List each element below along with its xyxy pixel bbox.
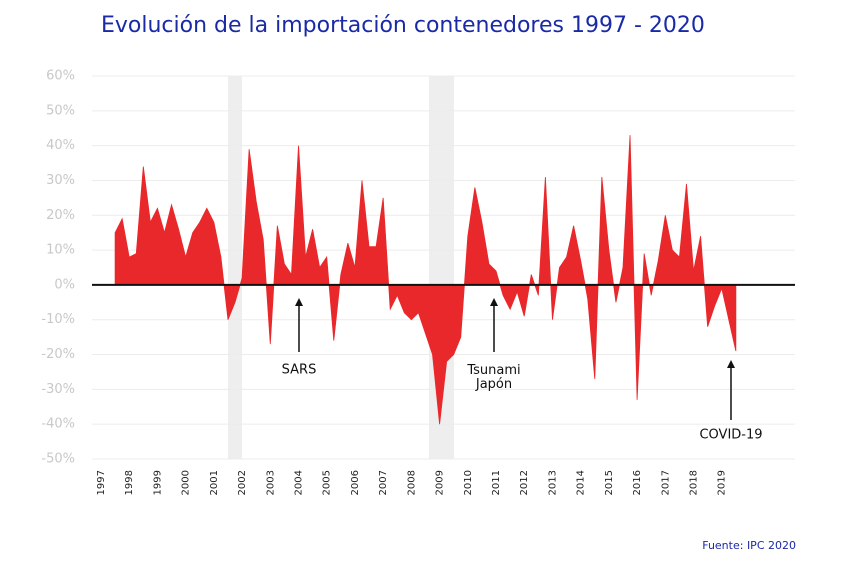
x-tick-label: 2017	[660, 470, 671, 495]
y-tick-label: -30%	[41, 382, 75, 397]
x-tick-label: 2006	[350, 470, 361, 495]
x-tick-label: 2019	[717, 470, 728, 495]
x-tick-label: 2018	[689, 470, 700, 495]
y-tick-label: 10%	[46, 243, 75, 258]
x-tick-label: 2007	[378, 470, 389, 495]
y-tick-label: 30%	[46, 173, 75, 188]
x-tick-label: 2005	[322, 470, 333, 495]
x-tick-label: 2015	[604, 470, 615, 495]
annotation-arrowhead	[727, 360, 735, 368]
annotation: SARS	[282, 363, 317, 378]
source: Fuente: IPC 2020	[702, 539, 796, 552]
x-tick-label: 2009	[435, 470, 446, 495]
annotation-arrowhead	[490, 298, 498, 306]
shaded-period	[228, 76, 242, 459]
y-tick-label: -40%	[41, 417, 75, 432]
y-tick-label: 60%	[46, 69, 75, 84]
annotation: COVID-19	[699, 428, 762, 443]
y-tick-label: 0%	[54, 277, 75, 292]
chart-title: Evolución de la importación contenedores…	[101, 13, 705, 38]
y-tick-label: 50%	[46, 103, 75, 118]
annotation: Tsunami Japón	[466, 363, 520, 392]
y-tick-label: -10%	[41, 312, 75, 327]
x-tick-label: 2010	[463, 470, 474, 495]
x-tick-label: 2014	[576, 470, 587, 495]
x-tick-label: 1999	[152, 470, 163, 495]
annotation-arrowhead	[295, 298, 303, 306]
x-tick-label: 2012	[519, 470, 530, 495]
x-tick-label: 2008	[406, 470, 417, 495]
x-tick-label: 1998	[124, 470, 135, 495]
x-tick-label: 2002	[237, 470, 248, 495]
y-tick-label: -50%	[41, 452, 75, 467]
area	[114, 135, 737, 425]
x-tick-label: 2000	[181, 470, 192, 495]
x-tick-label: 2001	[209, 470, 220, 495]
y-tick-label: 40%	[46, 138, 75, 153]
annotation-line: Tsunami	[466, 363, 520, 378]
annotation-line: Japón	[475, 377, 512, 392]
x-tick-label: 2011	[491, 470, 502, 495]
x-tick-label: 2003	[265, 470, 276, 495]
y-tick-label: 20%	[46, 208, 75, 223]
x-tick-label: 2013	[547, 470, 558, 495]
y-tick-label: -20%	[41, 347, 75, 362]
x-tick-label: 2004	[294, 470, 305, 495]
x-tick-label: 2016	[632, 470, 643, 495]
x-tick-label: 1997	[96, 470, 107, 495]
